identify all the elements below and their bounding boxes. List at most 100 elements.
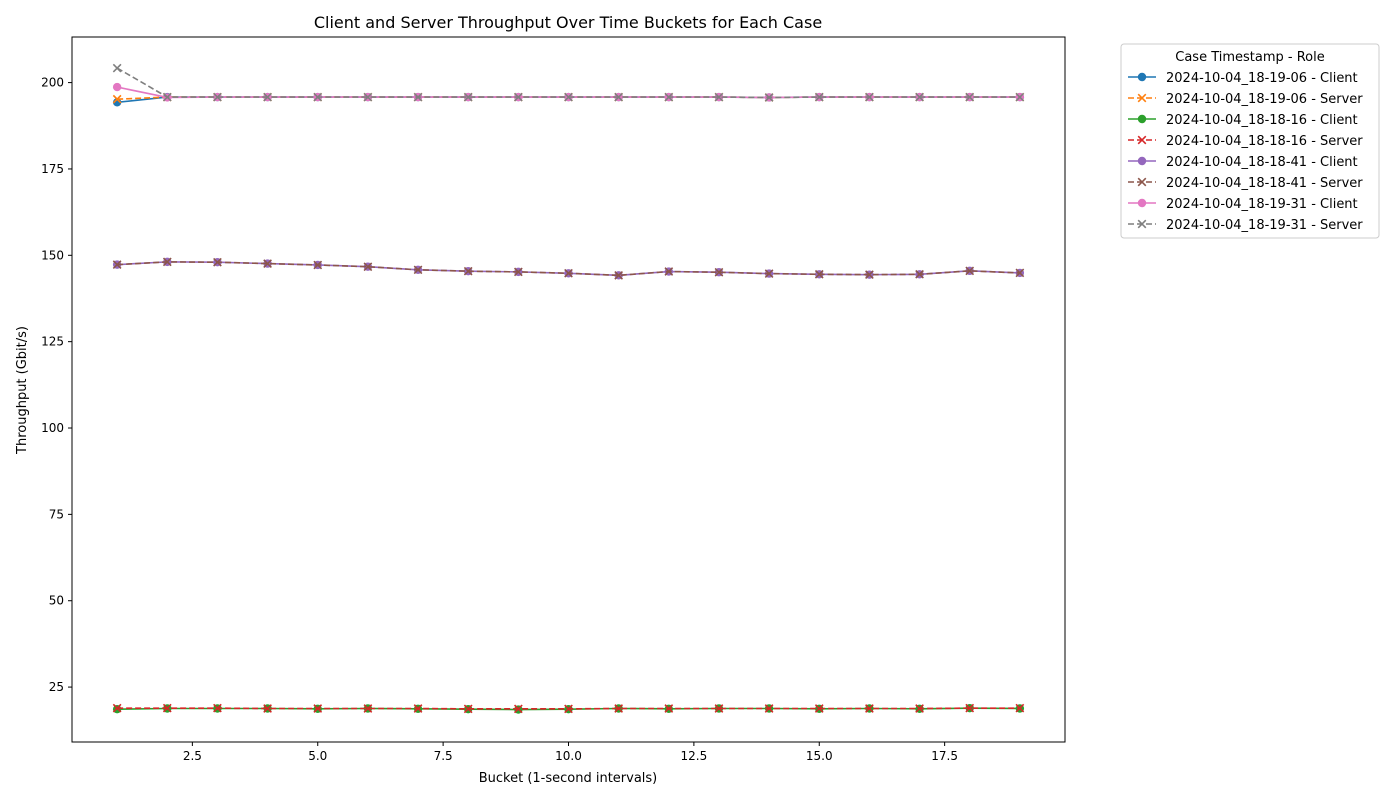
legend-item: 2024-10-04_18-18-16 - Client bbox=[1128, 113, 1358, 128]
data-point bbox=[463, 704, 473, 714]
y-tick-label: 25 bbox=[49, 680, 64, 694]
chart-title: Client and Server Throughput Over Time B… bbox=[314, 13, 822, 32]
legend-item: 2024-10-04_18-19-31 - Server bbox=[1128, 218, 1363, 233]
y-tick-label: 100 bbox=[41, 421, 64, 435]
data-point bbox=[463, 266, 473, 276]
legend-label: 2024-10-04_18-19-06 - Client bbox=[1166, 71, 1358, 86]
series-7 bbox=[112, 63, 1025, 102]
data-point bbox=[664, 267, 674, 276]
x-axis-label: Bucket (1-second intervals) bbox=[479, 771, 658, 786]
data-point bbox=[814, 269, 824, 279]
data-point bbox=[915, 269, 924, 279]
data-point bbox=[764, 93, 774, 102]
data-point bbox=[162, 257, 172, 267]
y-tick-label: 50 bbox=[49, 594, 64, 608]
legend-marker-swatch bbox=[1137, 93, 1147, 103]
data-point bbox=[814, 704, 824, 713]
data-point bbox=[263, 259, 272, 268]
data-point bbox=[112, 703, 122, 713]
data-point bbox=[413, 265, 423, 275]
data-point bbox=[564, 704, 573, 714]
data-point bbox=[463, 92, 473, 102]
series-5 bbox=[112, 257, 1025, 280]
legend-marker-swatch bbox=[1137, 219, 1147, 229]
data-point bbox=[413, 704, 423, 713]
data-point bbox=[564, 268, 573, 278]
x-tick-label: 10.0 bbox=[555, 749, 582, 763]
y-tick-label: 150 bbox=[41, 248, 64, 262]
legend-label: 2024-10-04_18-18-41 - Client bbox=[1166, 155, 1358, 170]
legend-label: 2024-10-04_18-19-31 - Client bbox=[1166, 197, 1358, 212]
legend-item: 2024-10-04_18-19-06 - Client bbox=[1128, 71, 1358, 86]
data-point bbox=[614, 704, 624, 713]
data-point bbox=[714, 92, 724, 102]
y-tick-label: 200 bbox=[41, 76, 64, 90]
legend: Case Timestamp - Role 2024-10-04_18-19-0… bbox=[1120, 43, 1380, 239]
data-point bbox=[513, 267, 523, 277]
x-tick-label: 2.5 bbox=[183, 749, 202, 763]
data-point bbox=[213, 92, 222, 102]
legend-marker-swatch bbox=[1137, 156, 1147, 166]
y-tick-label: 175 bbox=[41, 162, 64, 176]
data-point bbox=[564, 92, 573, 102]
legend-marker-swatch bbox=[1137, 198, 1147, 208]
y-tick-label: 125 bbox=[41, 335, 64, 349]
data-point bbox=[112, 260, 122, 269]
legend-marker-swatch bbox=[1137, 135, 1147, 145]
x-tick-label: 12.5 bbox=[681, 749, 708, 763]
data-point bbox=[112, 82, 122, 92]
data-point bbox=[112, 63, 122, 73]
data-point bbox=[112, 94, 122, 104]
data-point bbox=[714, 704, 724, 713]
legend-item: 2024-10-04_18-19-31 - Client bbox=[1128, 197, 1358, 212]
data-point bbox=[363, 262, 373, 272]
data-point bbox=[513, 704, 523, 714]
plot-area bbox=[112, 63, 1025, 714]
data-point bbox=[764, 704, 774, 713]
legend-item: 2024-10-04_18-18-41 - Client bbox=[1128, 155, 1358, 170]
data-point bbox=[915, 704, 924, 713]
data-point bbox=[965, 703, 975, 713]
data-point bbox=[162, 703, 172, 713]
data-point bbox=[614, 270, 624, 280]
data-point bbox=[162, 92, 172, 102]
data-point bbox=[814, 92, 824, 102]
data-point bbox=[213, 257, 222, 267]
x-tick-label: 7.5 bbox=[434, 749, 453, 763]
x-tick-label: 17.5 bbox=[931, 749, 958, 763]
data-point bbox=[313, 704, 323, 713]
series-3 bbox=[112, 703, 1025, 714]
data-point bbox=[664, 92, 674, 102]
data-point bbox=[1015, 268, 1025, 278]
data-point bbox=[865, 704, 874, 713]
legend-label: 2024-10-04_18-18-41 - Server bbox=[1166, 176, 1363, 191]
x-tick-label: 15.0 bbox=[806, 749, 833, 763]
x-tick-label: 5.0 bbox=[308, 749, 327, 763]
data-point bbox=[965, 92, 975, 102]
legend-label: 2024-10-04_18-18-16 - Server bbox=[1166, 134, 1363, 149]
data-point bbox=[263, 704, 272, 713]
data-point bbox=[1015, 92, 1025, 102]
data-point bbox=[1015, 703, 1025, 713]
data-point bbox=[213, 703, 222, 713]
legend-label: 2024-10-04_18-19-06 - Server bbox=[1166, 92, 1363, 107]
legend-item: 2024-10-04_18-18-41 - Server bbox=[1128, 176, 1363, 191]
data-point bbox=[313, 260, 323, 270]
legend-label: 2024-10-04_18-18-16 - Client bbox=[1166, 113, 1358, 128]
data-point bbox=[513, 92, 523, 102]
data-point bbox=[263, 92, 272, 102]
data-point bbox=[313, 92, 323, 102]
data-point bbox=[363, 92, 373, 102]
data-point bbox=[413, 92, 423, 102]
legend-frame bbox=[1120, 43, 1380, 239]
data-point bbox=[363, 704, 373, 713]
data-point bbox=[664, 704, 674, 713]
legend-marker-swatch bbox=[1137, 72, 1147, 82]
data-point bbox=[965, 266, 975, 276]
data-point bbox=[714, 267, 724, 277]
legend-title: Case Timestamp - Role bbox=[1175, 50, 1324, 65]
data-point bbox=[764, 269, 774, 278]
data-point bbox=[915, 92, 924, 102]
